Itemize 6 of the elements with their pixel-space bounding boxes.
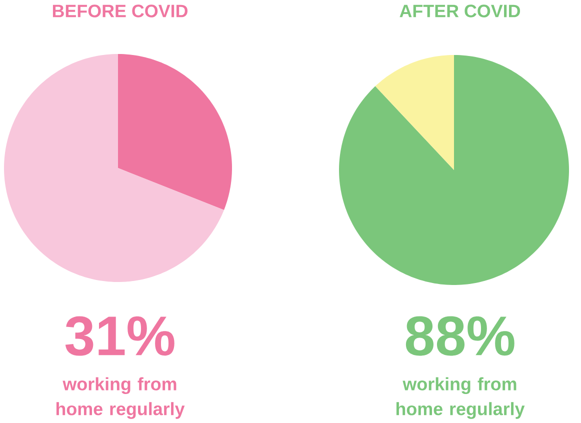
text: 88% <box>406 316 514 356</box>
text: working from home regularly <box>56 377 185 419</box>
text: 31% <box>65 316 174 356</box>
text: working from home regularly <box>396 377 525 419</box>
chart-title: BEFORE COVID <box>52 4 188 18</box>
chart-title: AFTER COVID <box>400 4 520 18</box>
